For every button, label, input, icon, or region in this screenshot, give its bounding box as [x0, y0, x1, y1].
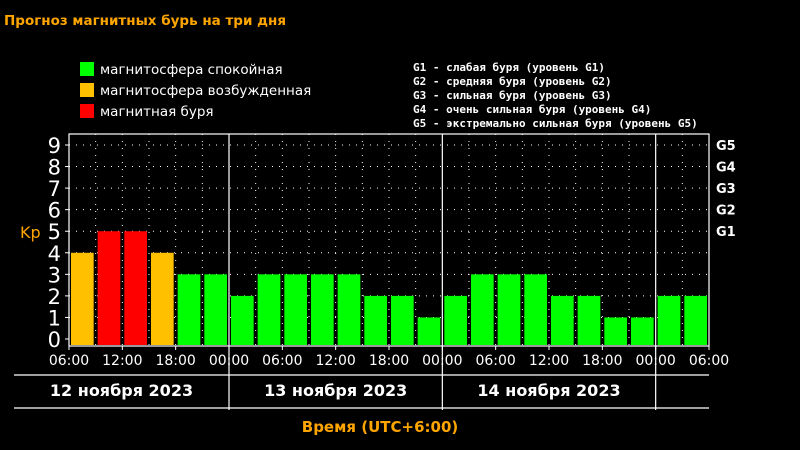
kp-bar [417, 317, 441, 345]
kp-bar [97, 231, 121, 345]
g-tick-label: G1 [716, 225, 736, 240]
y-tick-label: 8 [48, 156, 61, 180]
y-tick-label: 6 [48, 199, 61, 223]
g-tick-label: G2 [716, 204, 736, 219]
y-tick-label: 4 [48, 242, 61, 266]
x-tick-label: 06:00 [262, 353, 302, 369]
x-tick-label: 18:00 [582, 353, 622, 369]
day-label: 13 ноября 2023 [264, 381, 407, 400]
g-tick-label: G3 [716, 182, 736, 197]
y-tick-label: 3 [48, 263, 61, 287]
kp-bar [151, 252, 174, 345]
day-labels: 12 ноября 2023 13 ноября 2023 14 ноября 20… [50, 381, 621, 400]
x-axis-label: Время (UTC+6:00) [302, 418, 458, 436]
g-tick-label: G4 [716, 161, 736, 176]
legend-swatch-storm [80, 104, 94, 118]
kp-bar [631, 317, 654, 345]
y-tick-label: 1 [48, 306, 61, 330]
g4-description: G4 - очень сильная буря (уровень G4) [413, 103, 651, 116]
kp-bar [177, 274, 201, 345]
legend-label-quiet: магнитосфера спокойная [100, 62, 283, 78]
x-tick-label: 12:00 [529, 353, 569, 369]
g5-description: G5 - экстремально сильная буря (уровень … [413, 117, 698, 130]
kp-bar [524, 274, 547, 345]
x-tick-label: 06:00 [49, 353, 89, 369]
x-tick-label: 12:00 [315, 353, 355, 369]
g-tick-label: G5 [716, 139, 736, 154]
g1-description: G1 - слабая буря (уровень G1) [413, 61, 605, 74]
g3-description: G3 - сильная буря (уровень G3) [413, 89, 612, 102]
kp-bar [284, 274, 307, 345]
y-tick-label: 9 [48, 134, 61, 158]
x-tick-label: 00:00 [422, 353, 462, 369]
g2-description: G2 - средняя буря (уровень G2) [413, 75, 612, 88]
x-tick-label: 06:00 [689, 353, 729, 369]
legend: магнитосфера спокойная магнитосфера возб… [80, 62, 311, 120]
day-label: 14 ноября 2023 [477, 381, 620, 400]
kp-bar [71, 252, 94, 345]
legend-swatch-quiet [80, 62, 94, 76]
kp-bar [231, 295, 254, 345]
y-tick-label: 0 [48, 328, 61, 352]
kp-bar [444, 295, 467, 345]
y-tick-label: 2 [48, 285, 61, 309]
kp-bar [204, 274, 227, 345]
kp-bar [257, 274, 281, 345]
kp-bar [497, 274, 521, 345]
kp-bar [311, 274, 334, 345]
x-tick-label: 18:00 [369, 353, 409, 369]
y-axis-label: Kp [20, 223, 41, 242]
legend-swatch-active [80, 83, 94, 97]
kp-bar [551, 295, 574, 345]
x-tick-label: 00:00 [209, 353, 249, 369]
kp-bar [364, 295, 387, 345]
x-tick-label: 06:00 [475, 353, 515, 369]
day-label: 12 ноября 2023 [50, 381, 193, 400]
chart-title: Прогноз магнитных бурь на три дня [4, 13, 286, 29]
kp-bar [471, 274, 494, 345]
kp-bar [604, 317, 627, 345]
x-tick-label: 18:00 [155, 353, 195, 369]
y-tick-label: 7 [48, 177, 61, 201]
y-tick-label: 5 [48, 220, 61, 244]
legend-label-storm: магнитная буря [100, 104, 214, 120]
bars [71, 231, 707, 345]
storm-level-legend: G1 - слабая буря (уровень G1) G2 - средн… [413, 61, 698, 130]
kp-bar [337, 274, 361, 345]
kp-bar [684, 295, 707, 345]
kp-bar [577, 295, 601, 345]
kp-bar [657, 295, 681, 345]
x-tick-label: 12:00 [102, 353, 142, 369]
kp-bar [124, 231, 147, 345]
grid [69, 134, 709, 346]
kp-bar [391, 295, 414, 345]
legend-label-active: магнитосфера возбужденная [100, 83, 311, 99]
x-tick-label: 00:00 [635, 353, 675, 369]
